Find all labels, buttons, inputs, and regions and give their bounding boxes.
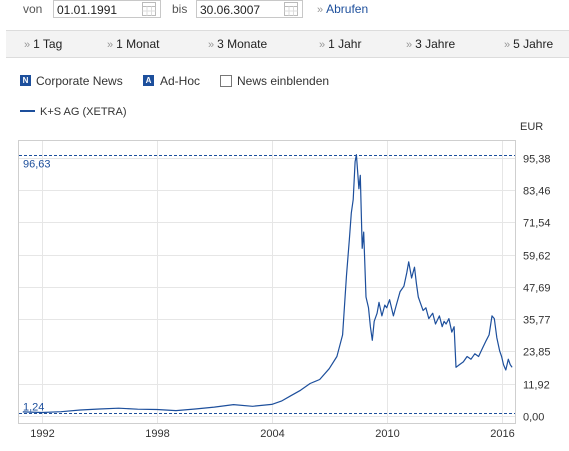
y-unit-label: EUR (520, 121, 543, 133)
tab-3-jahre[interactable]: » 3 Jahre (406, 37, 455, 51)
chevron-right-icon: » (24, 39, 30, 51)
chevron-right-icon: » (319, 39, 325, 51)
y-tick-label: 47,69 (523, 283, 551, 295)
x-tick-label: 1998 (145, 428, 169, 440)
min-marker-label: 1,24 (23, 402, 44, 414)
tab-3-monate[interactable]: » 3 Monate (208, 37, 267, 51)
calendar-icon[interactable] (284, 2, 298, 16)
y-tick-label: 11,92 (523, 380, 550, 392)
chevron-right-icon: » (208, 39, 214, 51)
series-lines (22, 154, 513, 414)
to-date-input[interactable]: 30.06.3007 (196, 0, 303, 18)
series-legend-label: K+S AG (XETRA) (40, 106, 127, 118)
y-tick-label: 0,00 (523, 412, 544, 424)
tab-1-monat[interactable]: » 1 Monat (107, 37, 159, 51)
chevron-right-icon: » (317, 4, 323, 16)
series-line (22, 154, 513, 414)
to-label: bis (172, 2, 188, 16)
y-axis: 0,00 11,92 23,85 35,77 47,69 59,62 71,54 83,46 9… (523, 154, 551, 424)
x-tick-label: 2010 (375, 428, 399, 440)
tab-1-tag[interactable]: » 1 Tag (24, 37, 62, 51)
y-tick-label: 83,46 (523, 186, 551, 198)
y-tick-label: 35,77 (523, 315, 551, 327)
calendar-icon[interactable] (142, 2, 156, 16)
tab-label: 1 Tag (33, 37, 63, 51)
max-marker-label: 96,63 (23, 159, 51, 171)
period-tab-bar: » 1 Tag » 1 Monat » 3 Monate » 1 Jahr » 3 Jah… (6, 30, 569, 58)
submit-button[interactable]: » Abrufen (317, 2, 368, 16)
tab-label: 1 Monat (116, 37, 160, 51)
extreme-markers: 96,63 1,24 (19, 155, 515, 414)
adhoc-icon: A (143, 75, 154, 86)
plot-frame (18, 140, 516, 424)
chevron-right-icon: » (107, 39, 113, 51)
x-tick-label: 2004 (260, 428, 284, 440)
tab-label: 3 Jahre (415, 37, 456, 51)
tab-label: 5 Jahre (513, 37, 554, 51)
chevron-right-icon: » (406, 39, 412, 51)
y-tick-label: 23,85 (523, 347, 551, 359)
x-tick-label: 1992 (30, 428, 54, 440)
from-date-input[interactable]: 01.01.1991 (53, 0, 161, 18)
tab-label: 3 Monate (217, 37, 268, 51)
y-tick-label: 59,62 (523, 251, 551, 263)
adhoc-label: Ad-Hoc (160, 74, 201, 88)
news-toggle-label[interactable]: News einblenden (237, 74, 330, 88)
news-toggle-checkbox[interactable] (220, 75, 232, 87)
x-tick-label: 2016 (490, 428, 514, 440)
tab-5-jahre[interactable]: » 5 Jahre (504, 37, 553, 51)
y-tick-label: 71,54 (523, 218, 551, 230)
grid (19, 141, 515, 423)
corporate-news-label: Corporate News (36, 74, 123, 88)
series-legend: K+S AG (XETRA) (20, 106, 127, 118)
tab-label: 1 Jahr (328, 37, 362, 51)
corporate-news-icon: N (20, 75, 31, 86)
submit-label: Abrufen (326, 2, 369, 16)
x-axis: 1992 1998 2004 2010 2016 (30, 428, 514, 440)
from-label: von (23, 2, 43, 16)
chevron-right-icon: » (504, 39, 510, 51)
y-tick-label: 95,38 (523, 154, 551, 166)
tab-1-jahr[interactable]: » 1 Jahr (319, 37, 361, 51)
